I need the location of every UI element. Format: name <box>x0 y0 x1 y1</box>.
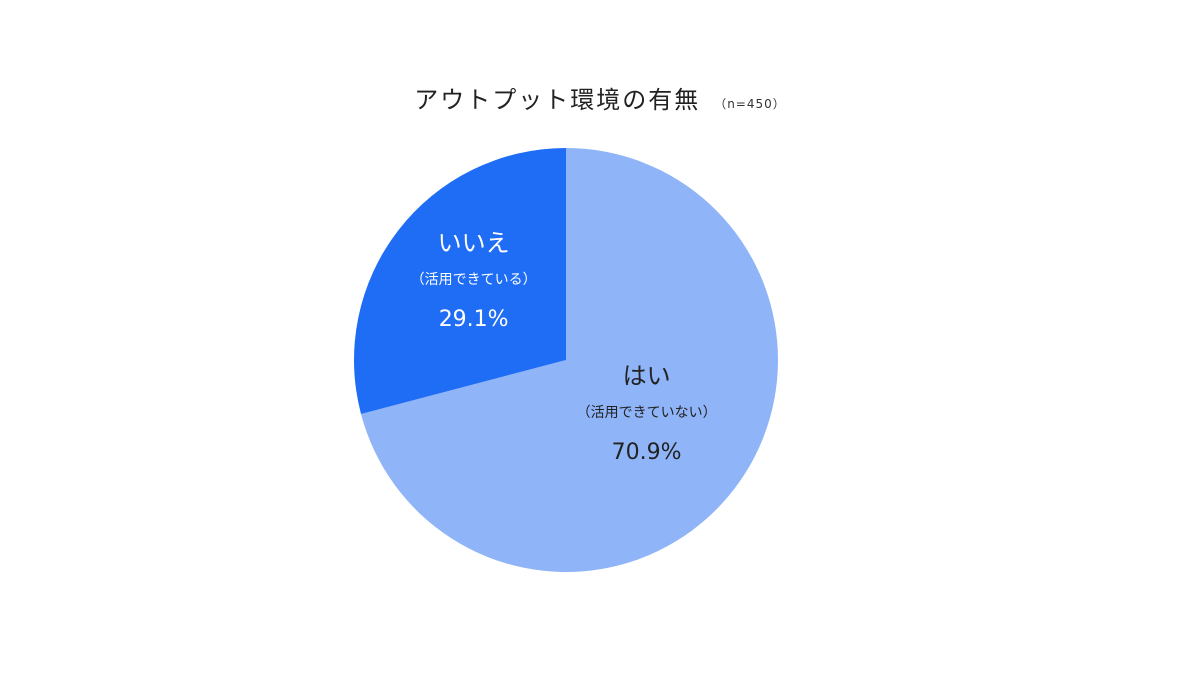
pie-slice-yes <box>360 148 779 572</box>
slice-percent: 29.1% <box>439 307 509 332</box>
slice-label-slice-yes: はい （活用できていない） 70.9% <box>577 362 717 465</box>
slice-sublabel: （活用できている） <box>411 272 537 288</box>
slice-sublabel: （活用できていない） <box>577 405 717 421</box>
slice-label-slice-no: いいえ （活用できている） 29.1% <box>411 229 537 332</box>
slice-name: はい <box>623 362 671 390</box>
chart-title: アウトプット環境の有無 <box>414 86 701 114</box>
chart-subtitle: （n=450） <box>714 97 786 111</box>
slice-name: いいえ <box>438 229 510 257</box>
slice-percent: 70.9% <box>612 440 682 465</box>
pie-slice-no <box>354 148 566 415</box>
chart-title-row: アウトプット環境の有無 （n=450） <box>0 80 1200 115</box>
